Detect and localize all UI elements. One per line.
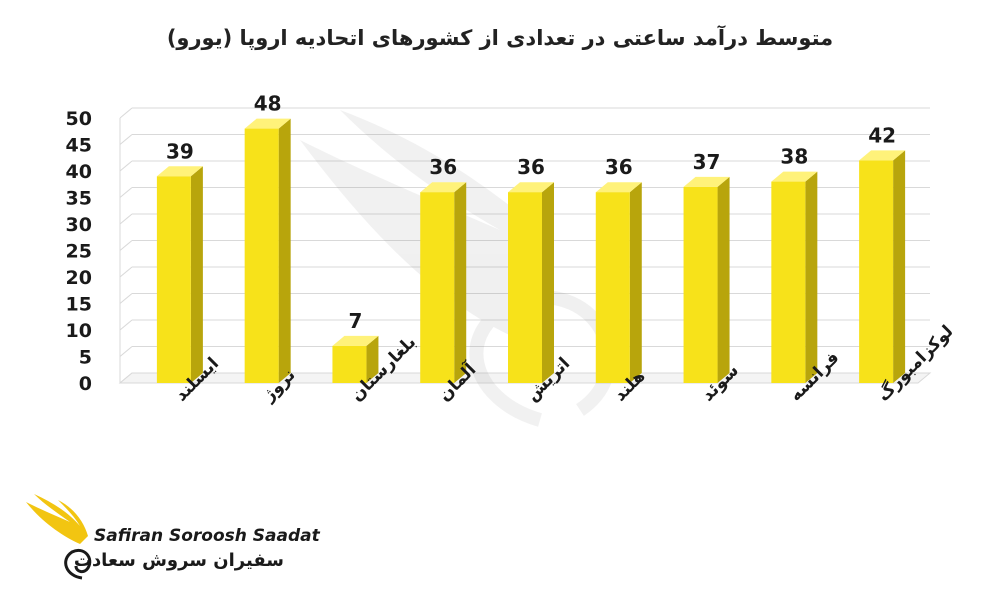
data-label: 36: [517, 155, 545, 179]
bar: 36: [595, 155, 642, 383]
y-axis: 0 5 10 15 20 25 30 35 40 45 50: [66, 108, 92, 395]
y-tick-label: 35: [66, 188, 92, 210]
y-tick-label: 5: [79, 347, 92, 369]
y-tick-label: 15: [66, 294, 92, 316]
bar-front: [508, 192, 542, 383]
y-tick-label: 10: [66, 320, 92, 342]
bar: 42: [859, 123, 906, 383]
brand-name-en: Safiran Soroosh Saadat: [94, 526, 320, 546]
y-tick-label: 40: [66, 161, 92, 183]
gridline-depth: [119, 187, 133, 198]
bar-side: [190, 166, 203, 383]
bar-top: [859, 150, 906, 161]
gridline-depth: [119, 266, 133, 278]
bar-top: [595, 182, 642, 193]
y-tick-label: 20: [66, 267, 92, 289]
bar-side: [717, 176, 730, 383]
data-label: 48: [254, 92, 282, 116]
bar-side: [366, 335, 379, 383]
bar-front: [771, 181, 806, 383]
bar: 38: [771, 145, 818, 383]
gridline-depth: [119, 134, 133, 145]
chart-title: متوسط درآمد ساعتی در تعدادی از کشورهای ا…: [166, 26, 834, 50]
data-label: 38: [780, 145, 808, 169]
bar-side: [278, 118, 291, 383]
bar: 39: [156, 139, 203, 383]
data-label: 36: [605, 155, 633, 179]
data-label: 37: [693, 150, 721, 174]
data-label: 36: [429, 155, 457, 179]
brand-logo: Safiran Soroosh Saadat سفیران سروش سعادت: [22, 492, 320, 582]
bar: 36: [508, 155, 554, 383]
y-tick-label: 25: [66, 241, 92, 263]
brand-name-fa: سفیران سروش سعادت: [73, 550, 284, 571]
bar-top: [508, 182, 554, 193]
bar-front: [156, 176, 191, 383]
data-label: 42: [868, 123, 896, 147]
y-tick-label: 50: [66, 108, 92, 130]
bar: 48: [244, 92, 291, 383]
bar-side: [805, 171, 818, 383]
bar-side: [629, 182, 642, 383]
bar-front: [244, 128, 279, 383]
bar-top: [771, 171, 818, 182]
data-label: 39: [166, 139, 194, 163]
y-tick-label: 45: [66, 135, 92, 157]
y-tick-label: 30: [66, 214, 92, 236]
bar-front: [595, 192, 630, 383]
bar-top: [156, 166, 203, 177]
bar-series: 39 48 7 36 36 36 37 38 42: [156, 92, 906, 383]
bar-front: [420, 192, 455, 383]
gridline-depth: [119, 293, 133, 304]
data-label: 7: [348, 309, 362, 333]
gridline-depth: [119, 346, 133, 357]
bar-top: [244, 118, 291, 129]
bar: 37: [683, 150, 730, 383]
gridline-depth: [119, 213, 133, 225]
y-tick-label: 0: [79, 373, 92, 395]
bar-side: [893, 150, 906, 383]
bar-front: [859, 160, 894, 383]
gridline-depth: [119, 240, 133, 251]
bar-side: [454, 182, 467, 383]
brand-wing-icon: [26, 494, 92, 580]
bar-side: [542, 182, 554, 383]
gridline-depth: [119, 107, 133, 119]
bar-top: [420, 182, 467, 193]
bar: 7: [332, 309, 379, 383]
bar-front: [683, 186, 718, 383]
bar: 36: [420, 155, 467, 383]
bar-front: [332, 345, 367, 383]
gridline-depth: [119, 160, 133, 172]
bar-top: [332, 335, 379, 346]
gridline-depth: [119, 319, 133, 331]
bar-top: [683, 176, 730, 187]
